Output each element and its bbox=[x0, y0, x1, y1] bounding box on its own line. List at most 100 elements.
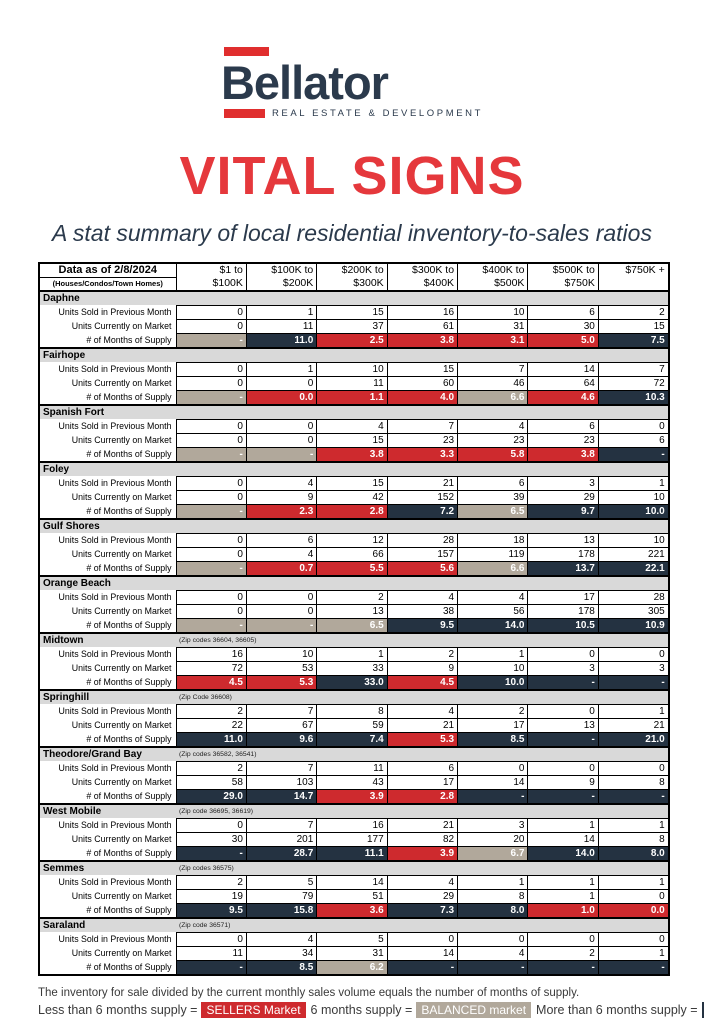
months-supply-cell: 10.3 bbox=[597, 390, 670, 406]
units-cell: 13 bbox=[316, 604, 388, 619]
section-name: Orange Beach bbox=[43, 578, 111, 589]
section-header-cell: Gulf Shores bbox=[39, 519, 669, 534]
months-supply-cell: 13.7 bbox=[527, 561, 599, 577]
units-cell: 3 bbox=[527, 661, 599, 676]
months-supply-cell: 2.5 bbox=[316, 333, 388, 349]
units-cell: 1 bbox=[597, 704, 670, 719]
months-supply-cell: 14.0 bbox=[527, 846, 599, 862]
units-cell: 11 bbox=[245, 319, 318, 334]
units-cell: 15 bbox=[597, 319, 670, 334]
units-cell: 4 bbox=[386, 875, 459, 890]
units-cell: 2 bbox=[386, 647, 459, 662]
row-label: Units Currently on Market bbox=[71, 834, 172, 844]
section-name: Springhill bbox=[43, 692, 90, 703]
units-cell: 13 bbox=[527, 533, 599, 548]
months-supply-cell: 3.9 bbox=[316, 789, 388, 805]
legend-chip-buyers: BUYERS Market bbox=[701, 1002, 704, 1018]
months-supply-cell: 11.0 bbox=[175, 732, 247, 748]
price-range-header: $1 to $100K bbox=[175, 262, 247, 292]
units-cell: 11 bbox=[316, 376, 388, 391]
units-cell: 79 bbox=[245, 889, 318, 904]
inventory-table: Data as of 2/8/2024 (Houses/Condos/Town H… bbox=[38, 262, 670, 976]
months-supply-cell: 1.1 bbox=[316, 390, 388, 406]
section-name: Gulf Shores bbox=[43, 521, 100, 532]
units-cell: 1 bbox=[597, 476, 670, 491]
property-types-label: (Houses/Condos/Town Homes) bbox=[52, 279, 163, 288]
units-cell: 0 bbox=[597, 419, 670, 434]
row-label: # of Months of Supply bbox=[86, 676, 172, 687]
months-supply-cell: 9.5 bbox=[386, 618, 459, 634]
months-supply-row: # of Months of Supply -8.5 6.2- - - - bbox=[39, 960, 670, 976]
legend-chip-sellers: SELLERS Market bbox=[201, 1002, 306, 1018]
section-header-content: Daphne bbox=[40, 292, 668, 305]
months-supply-cell: 8.5 bbox=[457, 732, 529, 748]
section-header-content: Gulf Shores bbox=[40, 520, 668, 533]
units-cell: 1 bbox=[527, 818, 599, 833]
units-sold-row: Units Sold in Previous Month 0 0 4 7 4 6 0 bbox=[39, 419, 670, 434]
units-cell: 7 bbox=[245, 704, 318, 719]
row-label: Units Sold in Previous Month bbox=[58, 478, 172, 488]
months-supply-cell: 10.0 bbox=[597, 504, 670, 520]
units-cell: 8 bbox=[457, 889, 529, 904]
units-cell: 46 bbox=[457, 376, 529, 391]
table-body: Daphne Units Sold in Previous Month 0 1 15 16… bbox=[39, 291, 670, 976]
units-cell: 7 bbox=[245, 818, 318, 833]
units-cell: 1 bbox=[527, 875, 599, 890]
units-on-market-row: Units Currently on Market 0 0 13 38 56 178 305 bbox=[39, 604, 670, 619]
months-supply-cell: 5.6 bbox=[386, 561, 459, 577]
section-header-cell: Theodore/Grand Bay (Zip codes 36582, 3654… bbox=[39, 747, 669, 762]
section-name: Midtown bbox=[43, 635, 84, 646]
units-cell: 178 bbox=[527, 604, 599, 619]
section-header-content: Orange Beach bbox=[40, 577, 668, 590]
section-name: Fairhope bbox=[43, 350, 86, 361]
units-cell: 3 bbox=[457, 818, 529, 833]
section-name: Semmes bbox=[43, 863, 85, 874]
months-supply-cell: - bbox=[175, 960, 247, 976]
months-supply-cell: - bbox=[527, 732, 599, 748]
price-range-header: $200K to $300K bbox=[316, 262, 388, 292]
units-cell: 0 bbox=[175, 305, 247, 320]
units-cell: 0 bbox=[527, 704, 599, 719]
months-supply-cell: - bbox=[175, 504, 247, 520]
months-supply-cell: 7.2 bbox=[386, 504, 459, 520]
section-header-cell: Foley bbox=[39, 462, 669, 477]
section-name: Foley bbox=[43, 464, 70, 475]
report-subtitle: A stat summary of local residential inve… bbox=[52, 220, 652, 246]
units-cell: 0 bbox=[527, 761, 599, 776]
units-cell: 1 bbox=[597, 946, 670, 961]
months-supply-cell: 8.5 bbox=[245, 960, 318, 976]
units-cell: 16 bbox=[175, 647, 247, 662]
logo-tagline: REAL ESTATE & DEVELOPMENT bbox=[271, 108, 484, 119]
section-header-row: Orange Beach bbox=[39, 576, 669, 591]
units-cell: 30 bbox=[527, 319, 599, 334]
units-cell: 16 bbox=[386, 305, 459, 320]
units-cell: 0 bbox=[175, 433, 247, 448]
section-name: Saraland bbox=[43, 920, 86, 931]
units-cell: 6 bbox=[386, 761, 459, 776]
units-cell: 2 bbox=[457, 704, 529, 719]
price-range-header: $500K to $750K bbox=[527, 262, 599, 292]
units-cell: 33 bbox=[316, 661, 388, 676]
units-sold-row: Units Sold in Previous Month 2 5 14 4 1 1 1 bbox=[39, 875, 670, 890]
units-cell: 34 bbox=[245, 946, 318, 961]
legend-text: More than 6 months supply = bbox=[536, 1003, 698, 1017]
row-label: Units Sold in Previous Month bbox=[58, 421, 172, 431]
months-supply-cell: 29.0 bbox=[175, 789, 247, 805]
units-cell: 0 bbox=[175, 590, 247, 605]
months-supply-cell: 2.8 bbox=[316, 504, 388, 520]
row-label: Units Currently on Market bbox=[71, 777, 172, 787]
months-supply-cell: 8.0 bbox=[457, 903, 529, 919]
units-cell: 82 bbox=[386, 832, 459, 847]
units-cell: 10 bbox=[316, 362, 388, 377]
units-cell: 0 bbox=[175, 362, 247, 377]
months-supply-cell: - bbox=[457, 789, 529, 805]
price-range-line2: $400K bbox=[423, 277, 455, 289]
section-header-cell: Springhill (Zip Code 36608) bbox=[39, 690, 669, 705]
row-label: Units Sold in Previous Month bbox=[58, 934, 172, 944]
row-label: Units Currently on Market bbox=[71, 378, 172, 388]
price-range-line1: $300K to bbox=[412, 264, 455, 276]
section-header-content: Springhill (Zip Code 36608) bbox=[40, 691, 668, 704]
units-sold-row: Units Sold in Previous Month 2 7 11 6 0 0 0 bbox=[39, 761, 670, 776]
units-cell: 23 bbox=[527, 433, 599, 448]
